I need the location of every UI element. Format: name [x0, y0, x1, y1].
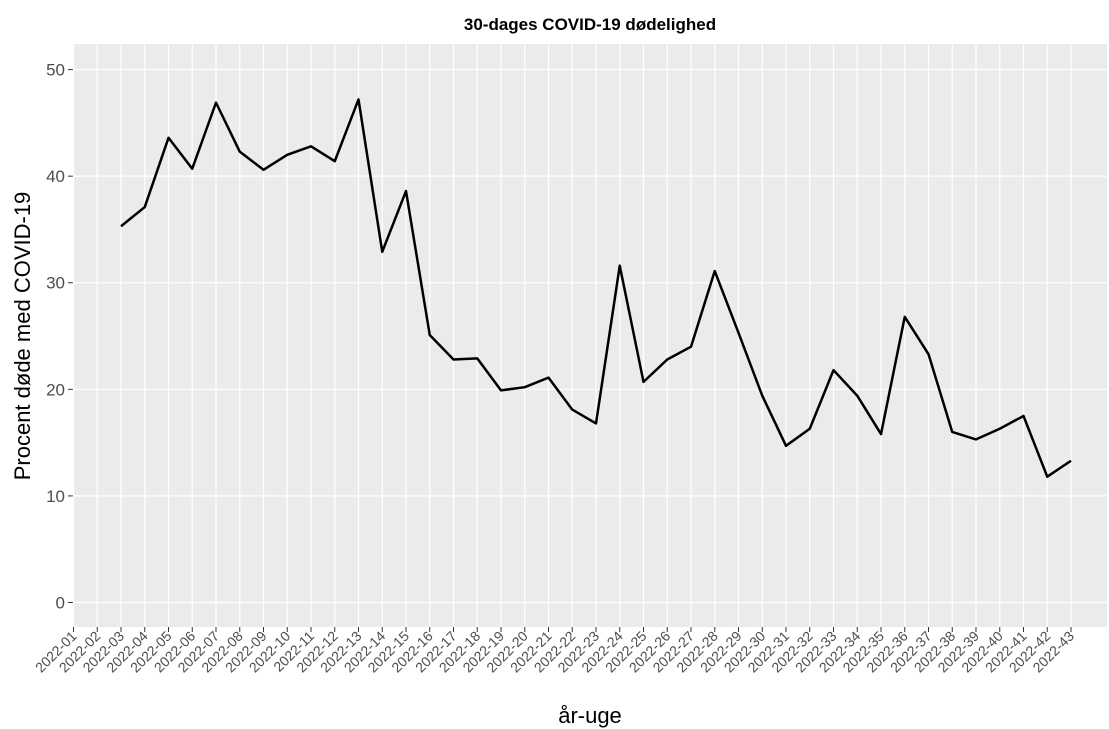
y-tick-label: 20	[46, 380, 65, 399]
chart-title: 30-dages COVID-19 dødelighed	[464, 15, 716, 34]
y-axis-title: Procent døde med COVID-19	[10, 192, 35, 481]
y-tick-label: 40	[46, 167, 65, 186]
panel	[73, 44, 1107, 627]
y-tick-label: 50	[46, 61, 65, 80]
y-tick-label: 10	[46, 487, 65, 506]
y-tick-label: 30	[46, 274, 65, 293]
x-axis-title: år-uge	[558, 703, 622, 728]
y-tick-label: 0	[56, 593, 65, 612]
line	[120, 98, 1072, 478]
